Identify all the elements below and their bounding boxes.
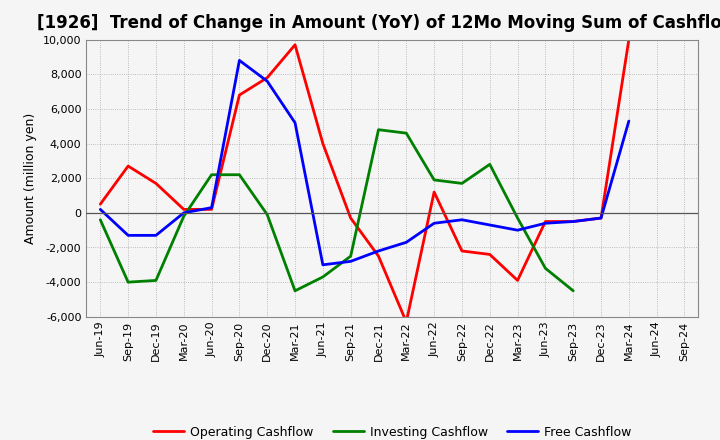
Investing Cashflow — [179, 214, 188, 219]
Title: [1926]  Trend of Change in Amount (YoY) of 12Mo Moving Sum of Cashflows: [1926] Trend of Change in Amount (YoY) o… — [37, 15, 720, 33]
Line: Investing Cashflow: Investing Cashflow — [100, 130, 573, 291]
Operating Cashflow — [235, 92, 243, 98]
Operating Cashflow — [179, 207, 188, 212]
Free Cashflow — [624, 118, 633, 124]
Investing Cashflow — [291, 288, 300, 293]
Free Cashflow — [124, 233, 132, 238]
Operating Cashflow — [402, 319, 410, 325]
Investing Cashflow — [402, 131, 410, 136]
Free Cashflow — [402, 240, 410, 245]
Free Cashflow — [235, 58, 243, 63]
Free Cashflow — [569, 219, 577, 224]
Operating Cashflow — [124, 163, 132, 169]
Operating Cashflow — [96, 202, 104, 207]
Investing Cashflow — [124, 279, 132, 285]
Operating Cashflow — [152, 181, 161, 186]
Operating Cashflow — [374, 253, 383, 259]
Free Cashflow — [430, 220, 438, 226]
Free Cashflow — [597, 216, 606, 221]
Investing Cashflow — [485, 161, 494, 167]
Legend: Operating Cashflow, Investing Cashflow, Free Cashflow: Operating Cashflow, Investing Cashflow, … — [148, 421, 636, 440]
Free Cashflow — [152, 233, 161, 238]
Free Cashflow — [207, 205, 216, 210]
Operating Cashflow — [430, 189, 438, 194]
Operating Cashflow — [458, 248, 467, 253]
Investing Cashflow — [318, 274, 327, 279]
Free Cashflow — [458, 217, 467, 222]
Free Cashflow — [541, 220, 550, 226]
Free Cashflow — [485, 222, 494, 227]
Operating Cashflow — [318, 141, 327, 146]
Free Cashflow — [513, 227, 522, 233]
Free Cashflow — [179, 210, 188, 216]
Operating Cashflow — [569, 219, 577, 224]
Investing Cashflow — [458, 181, 467, 186]
Investing Cashflow — [207, 172, 216, 177]
Operating Cashflow — [624, 37, 633, 42]
Operating Cashflow — [291, 42, 300, 48]
Investing Cashflow — [346, 253, 355, 259]
Investing Cashflow — [152, 278, 161, 283]
Free Cashflow — [263, 78, 271, 84]
Free Cashflow — [346, 259, 355, 264]
Operating Cashflow — [513, 278, 522, 283]
Investing Cashflow — [263, 212, 271, 217]
Operating Cashflow — [597, 216, 606, 221]
Free Cashflow — [291, 120, 300, 125]
Free Cashflow — [318, 262, 327, 268]
Y-axis label: Amount (million yen): Amount (million yen) — [24, 113, 37, 244]
Operating Cashflow — [541, 219, 550, 224]
Operating Cashflow — [263, 75, 271, 81]
Operating Cashflow — [485, 252, 494, 257]
Investing Cashflow — [513, 216, 522, 221]
Investing Cashflow — [541, 266, 550, 271]
Investing Cashflow — [374, 127, 383, 132]
Operating Cashflow — [346, 216, 355, 221]
Free Cashflow — [374, 248, 383, 253]
Line: Free Cashflow: Free Cashflow — [100, 60, 629, 265]
Investing Cashflow — [569, 288, 577, 293]
Investing Cashflow — [430, 177, 438, 183]
Operating Cashflow — [207, 207, 216, 212]
Line: Operating Cashflow: Operating Cashflow — [100, 40, 629, 322]
Free Cashflow — [96, 207, 104, 212]
Investing Cashflow — [235, 172, 243, 177]
Investing Cashflow — [96, 217, 104, 222]
